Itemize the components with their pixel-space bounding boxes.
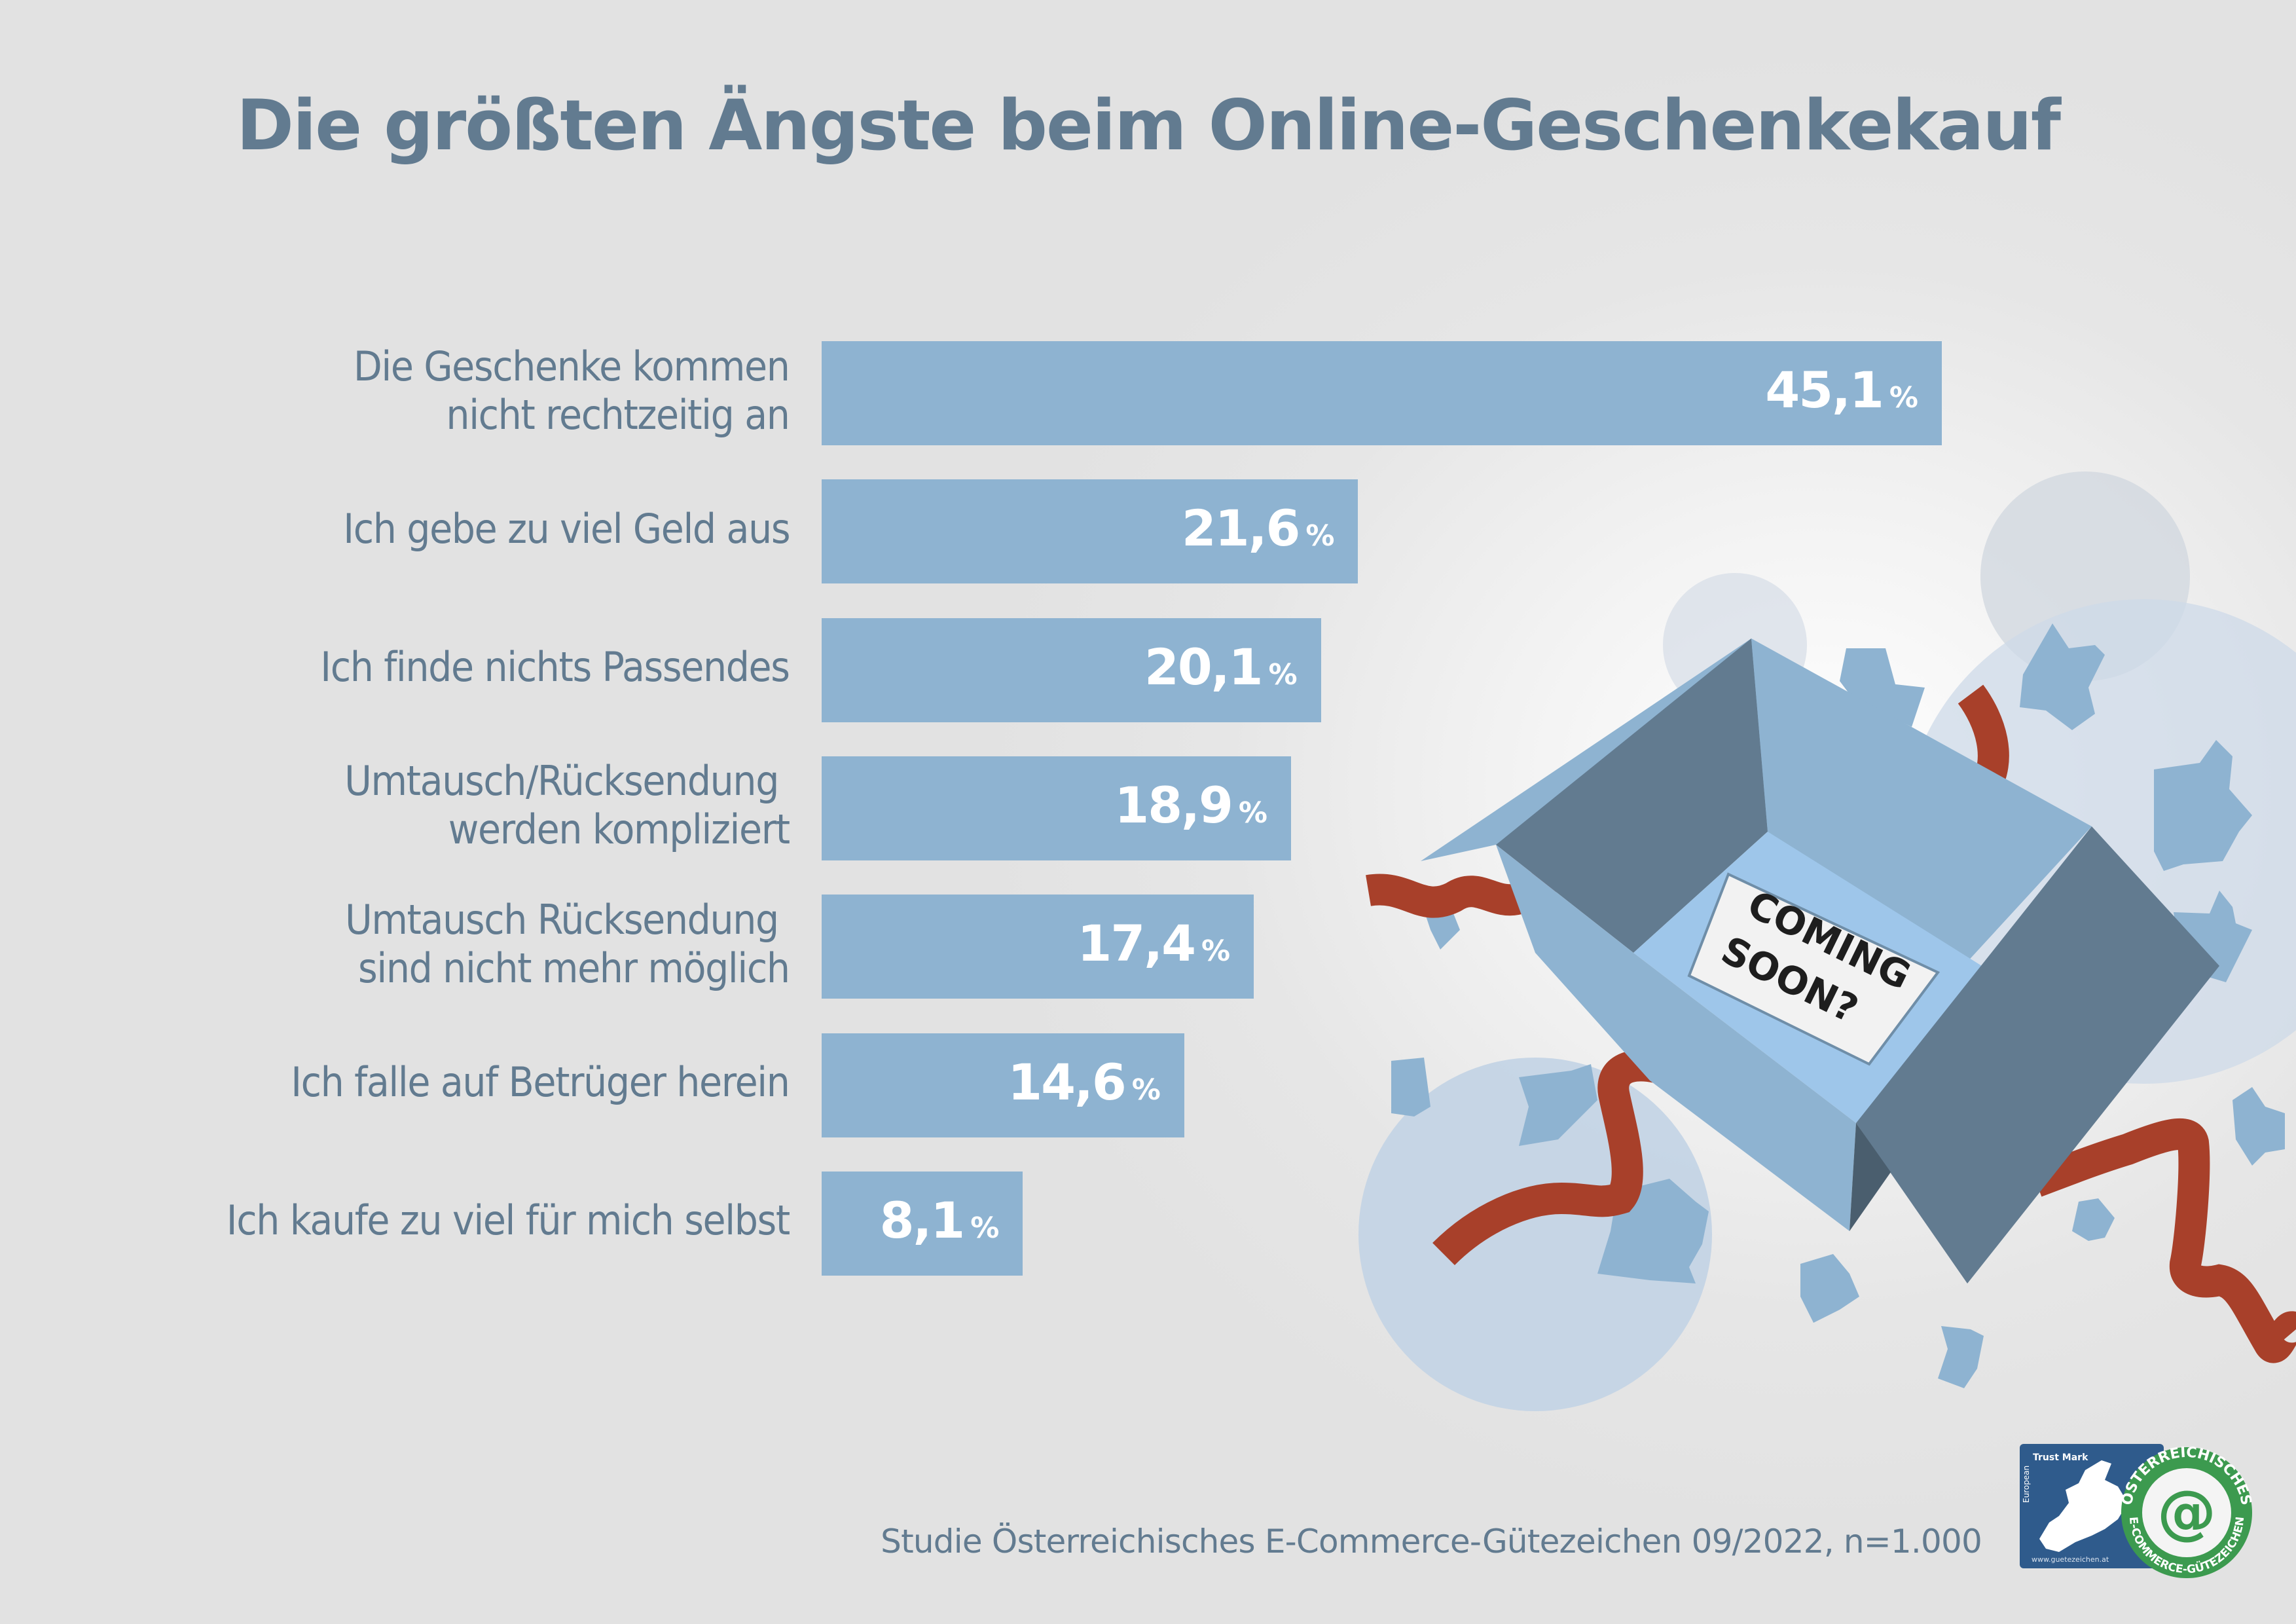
bar [822, 341, 1942, 445]
bar [822, 895, 1254, 999]
category-label: Ich gebe zu viel Geld aus [343, 504, 790, 553]
guetezeichen-logo: Trust Mark European www.guetezeichen.at … [2020, 1444, 2252, 1578]
category-label: Ich finde nichts Passendes [320, 643, 791, 692]
bar [822, 1171, 1023, 1276]
trustmark-url: www.guetezeichen.at [2032, 1555, 2109, 1564]
at-sign-icon: @ [2157, 1478, 2216, 1547]
value-label: 21,6% [1181, 499, 1335, 558]
seal-center [2142, 1468, 2231, 1557]
value-label: 18,9% [1114, 775, 1267, 834]
value-label: 8,1% [879, 1190, 1000, 1249]
category-label: Ich falle auf Betrüger herein [291, 1058, 791, 1106]
bar [822, 1033, 1184, 1137]
source-note: Studie Österreichisches E-Commerce-Gütez… [881, 1522, 1982, 1560]
value-label: 14,6% [1008, 1052, 1161, 1111]
value-label: 45,1% [1765, 361, 1918, 419]
bar [822, 756, 1292, 860]
bar [822, 618, 1321, 722]
europe-map-icon [2039, 1460, 2128, 1552]
category-label: Umtausch/Rücksendung werden kompliziert [344, 757, 790, 854]
value-label: 20,1% [1144, 637, 1298, 696]
category-label: Ich kaufe zu viel für mich selbst [226, 1196, 790, 1245]
value-label: 17,4% [1077, 914, 1231, 973]
trustmark-label: Trust Mark [2033, 1452, 2088, 1463]
trustmark-side: European [2022, 1466, 2031, 1503]
category-label: Die Geschenke kommen nicht rechtzeitig a… [354, 342, 790, 439]
category-label: Umtausch Rücksendung sind nicht mehr mög… [345, 895, 790, 992]
bar [822, 479, 1358, 584]
chart-title: Die größten Ängste beim Online-Geschenke… [236, 85, 2061, 166]
